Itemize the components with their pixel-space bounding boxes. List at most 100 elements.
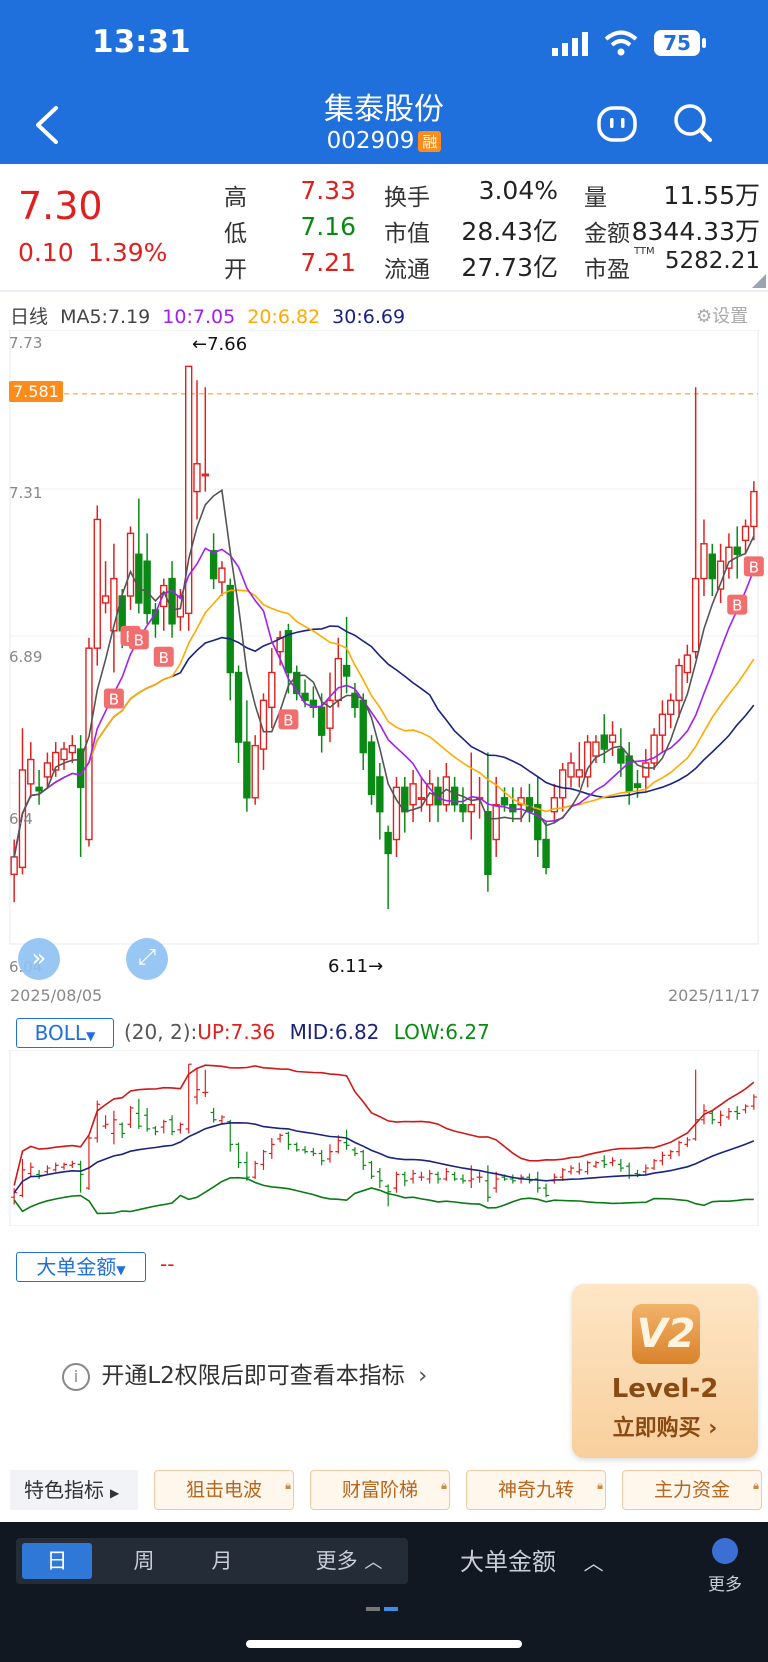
features-menu[interactable]: 特色指标 ▶ <box>10 1470 138 1510</box>
candle-body[interactable] <box>293 671 301 695</box>
candle-body[interactable] <box>76 748 85 789</box>
candle-body[interactable] <box>234 671 243 743</box>
candle-body[interactable] <box>450 786 459 806</box>
period-day-button[interactable]: 日 <box>22 1543 92 1579</box>
candle-body[interactable] <box>367 741 376 796</box>
candle-body[interactable] <box>60 748 68 761</box>
candle-body[interactable] <box>741 525 750 542</box>
candle-body[interactable] <box>617 748 625 764</box>
candle-body[interactable] <box>334 657 342 702</box>
tag-magic-nine[interactable]: 神奇九转 🔒︎ <box>466 1470 606 1510</box>
candle-body[interactable] <box>168 577 176 625</box>
candle-body[interactable] <box>392 786 401 841</box>
candle-body[interactable] <box>284 630 293 674</box>
candle-body[interactable] <box>10 856 18 876</box>
candle-body[interactable] <box>126 532 135 597</box>
candle-body[interactable] <box>243 741 251 799</box>
candle-body[interactable] <box>500 797 509 806</box>
tag-sniper-wave[interactable]: 狙击电波 🔒︎ <box>154 1470 294 1510</box>
search-icon[interactable] <box>672 102 714 144</box>
candle-body[interactable] <box>27 758 35 785</box>
period-more-button[interactable]: 更多 ︿ <box>294 1543 404 1579</box>
candle-body[interactable] <box>18 769 27 869</box>
candle-body[interactable] <box>492 804 500 841</box>
candle-body[interactable] <box>209 550 218 580</box>
candle-body[interactable] <box>268 671 276 709</box>
candle-body[interactable] <box>193 463 201 493</box>
buy-marker[interactable] <box>727 594 748 615</box>
candle-body[interactable] <box>683 654 692 674</box>
candle-body[interactable] <box>43 762 52 778</box>
candle-body[interactable] <box>276 637 284 653</box>
more-button[interactable]: 更多 <box>700 1532 750 1595</box>
candle-body[interactable] <box>143 560 151 615</box>
candle-body[interactable] <box>218 567 226 583</box>
buy-marker[interactable] <box>743 556 764 577</box>
tag-wealth-ladder[interactable]: 财富阶梯 🔒︎ <box>310 1470 450 1510</box>
candle-body[interactable] <box>700 543 708 580</box>
candle-body[interactable] <box>608 734 617 743</box>
candle-body[interactable] <box>417 797 426 800</box>
candle-body[interactable] <box>251 744 259 799</box>
candle-body[interactable] <box>351 692 359 709</box>
level2-buy-button[interactable]: 立即购买 › <box>572 1410 758 1442</box>
chat-bot-icon[interactable] <box>596 104 638 144</box>
period-month-button[interactable]: 月 <box>192 1543 252 1579</box>
candle-body[interactable] <box>600 734 608 750</box>
candle-body[interactable] <box>558 769 567 799</box>
candle-body[interactable] <box>93 518 101 649</box>
candle-body[interactable] <box>650 734 658 764</box>
back-icon[interactable] <box>32 104 62 146</box>
kline-chart[interactable]: BBBBBBB <box>0 330 768 982</box>
expand-corner-icon[interactable] <box>752 274 766 288</box>
period-week-button[interactable]: 周 <box>114 1543 174 1579</box>
dadan-selector[interactable]: 大单金额▼ <box>16 1252 146 1282</box>
l2-notice[interactable]: i 开通L2权限后即可查看本指标 › <box>62 1356 427 1391</box>
candle-body[interactable] <box>567 762 575 778</box>
candle-body[interactable] <box>467 804 475 813</box>
candle-body[interactable] <box>550 797 559 813</box>
candle-body[interactable] <box>101 595 110 604</box>
candle-body[interactable] <box>583 741 592 778</box>
candle-body[interactable] <box>326 699 334 729</box>
candle-body[interactable] <box>642 762 650 778</box>
candle-body[interactable] <box>184 365 193 615</box>
candle-body[interactable] <box>376 776 384 813</box>
candle-body[interactable] <box>110 577 118 632</box>
candle-body[interactable] <box>633 783 642 789</box>
candle-body[interactable] <box>658 713 667 736</box>
candle-body[interactable] <box>542 838 550 869</box>
candle-body[interactable] <box>708 553 716 580</box>
candle-body[interactable] <box>575 769 584 778</box>
fullscreen-button[interactable]: ⤢ <box>126 938 168 980</box>
indicator-switcher[interactable]: 大单金额 ︿ <box>460 1542 604 1577</box>
candle-body[interactable] <box>750 490 758 528</box>
candle-body[interactable] <box>301 692 309 702</box>
candle-body[interactable] <box>691 577 700 653</box>
level2-promo-card[interactable]: V2 Level-2 立即购买 › <box>572 1284 758 1458</box>
tag-main-funds[interactable]: 主力资金 🔒︎ <box>622 1470 762 1510</box>
candle-body[interactable] <box>342 664 351 677</box>
candle-body[interactable] <box>484 811 492 876</box>
candle-body[interactable] <box>201 473 210 477</box>
candle-body[interactable] <box>733 546 741 555</box>
buy-marker[interactable] <box>153 646 174 667</box>
candle-body[interactable] <box>534 804 542 841</box>
buy-marker[interactable] <box>278 709 299 730</box>
candle-body[interactable] <box>459 804 467 813</box>
candle-body[interactable] <box>384 831 392 855</box>
candle-body[interactable] <box>68 744 77 754</box>
candle-body[interactable] <box>135 553 143 604</box>
candle-body[interactable] <box>52 751 60 771</box>
boll-selector[interactable]: BOLL▼ <box>16 1018 114 1048</box>
boll-chart[interactable] <box>0 1050 768 1226</box>
buy-marker[interactable] <box>128 629 149 650</box>
candle-body[interactable] <box>725 546 733 569</box>
candle-body[interactable] <box>592 741 600 757</box>
candle-body[interactable] <box>359 699 367 754</box>
buy-marker[interactable] <box>103 688 124 709</box>
candle-body[interactable] <box>409 783 417 806</box>
candle-body[interactable] <box>35 786 43 792</box>
candle-body[interactable] <box>675 664 683 702</box>
scroll-latest-button[interactable]: » <box>18 938 60 980</box>
